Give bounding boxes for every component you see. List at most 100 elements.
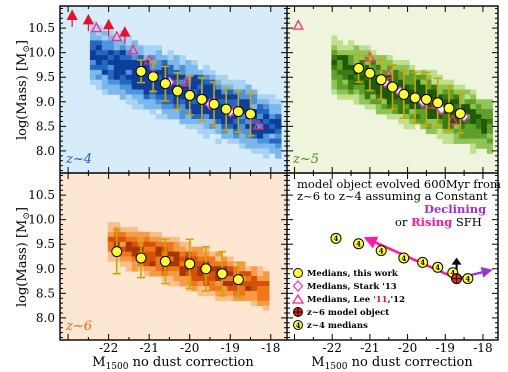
heatmap-cell bbox=[481, 143, 488, 149]
heatmap-cell bbox=[442, 89, 449, 95]
heatmap-cell bbox=[348, 79, 355, 85]
y-tick-label: 10.0 bbox=[28, 213, 55, 227]
heatmap-cell bbox=[143, 74, 150, 81]
heatmap-cell bbox=[173, 266, 180, 272]
heatmap-cell bbox=[101, 84, 109, 90]
legend-lee-year-b: '12 bbox=[391, 295, 406, 305]
heatmap-cell bbox=[263, 305, 270, 311]
heatmap-cell bbox=[425, 79, 432, 85]
z6-median-point bbox=[184, 258, 196, 270]
heatmap-cell bbox=[239, 281, 246, 287]
heatmap-cell bbox=[227, 261, 234, 267]
y-tick-label: 9.5 bbox=[36, 70, 55, 84]
z5-lee-open-point bbox=[292, 19, 304, 30]
heatmap-cell bbox=[179, 109, 186, 115]
heatmap-cell bbox=[342, 74, 349, 81]
heatmap-cell bbox=[125, 251, 133, 257]
heatmap-cell bbox=[392, 74, 399, 81]
model-z4-median-label: 4 bbox=[465, 274, 470, 283]
heatmap-cell bbox=[470, 94, 477, 100]
heatmap-cell bbox=[233, 286, 240, 292]
heatmap-cell bbox=[436, 114, 443, 120]
heatmap-cell bbox=[348, 74, 355, 81]
heatmap-cell bbox=[137, 94, 145, 100]
heatmap-cell bbox=[475, 119, 482, 125]
heatmap-cell bbox=[425, 109, 432, 115]
heatmap-cell bbox=[331, 35, 338, 41]
heatmap-cell bbox=[215, 281, 222, 287]
model-z4-median-label: 4 bbox=[356, 240, 361, 249]
heatmap-cell bbox=[348, 60, 355, 66]
heatmap-cell bbox=[203, 109, 210, 115]
heatmap-cell bbox=[95, 30, 103, 36]
heatmap-cell bbox=[179, 74, 186, 81]
heatmap-cell bbox=[245, 138, 252, 144]
heatmap-cell bbox=[119, 84, 127, 90]
heatmap-cell bbox=[233, 290, 240, 297]
heatmap-cell bbox=[337, 64, 343, 71]
heatmap-cell bbox=[173, 60, 180, 66]
legend-z4-median-icon-text: 4 bbox=[296, 321, 301, 330]
heatmap-cell bbox=[149, 99, 156, 105]
z6-median-point bbox=[135, 252, 147, 264]
heatmap-cell bbox=[185, 246, 192, 252]
heatmap-cell bbox=[107, 35, 115, 41]
heatmap-cell bbox=[125, 84, 133, 90]
heatmap-cell bbox=[353, 74, 360, 81]
heatmap-cell bbox=[486, 123, 493, 130]
heatmap-cell bbox=[119, 251, 127, 257]
heatmap-cell bbox=[89, 69, 97, 76]
heatmap-cell bbox=[251, 266, 258, 272]
y-tick-label: 8.5 bbox=[36, 119, 55, 133]
heatmap-cell bbox=[403, 84, 410, 90]
heatmap-cell bbox=[89, 74, 97, 81]
heatmap-cell bbox=[179, 64, 186, 71]
heatmap-cell bbox=[149, 246, 156, 252]
z4-median-point bbox=[135, 65, 147, 77]
heatmap-cell bbox=[436, 79, 443, 85]
heatmap-cell bbox=[167, 69, 174, 76]
heatmap-cell bbox=[143, 271, 150, 277]
heatmap-cell bbox=[459, 104, 466, 110]
heatmap-cell bbox=[167, 114, 174, 120]
heatmap-cell bbox=[227, 94, 234, 100]
heatmap-cell bbox=[239, 133, 246, 139]
heatmap-cell bbox=[269, 94, 276, 100]
heatmap-cell bbox=[101, 45, 109, 51]
heatmap-cell bbox=[89, 79, 97, 85]
heatmap-cell bbox=[101, 74, 109, 81]
heatmap-cell bbox=[481, 128, 488, 135]
heatmap-cell bbox=[425, 128, 432, 135]
heatmap-cell bbox=[348, 69, 355, 76]
heatmap-cell bbox=[131, 99, 139, 105]
y-tick-label: 8.0 bbox=[36, 311, 55, 325]
heatmap-cell bbox=[215, 128, 222, 135]
heatmap-cell bbox=[453, 89, 460, 95]
heatmap-cell bbox=[101, 64, 109, 71]
heatmap-cell bbox=[191, 84, 198, 90]
heatmap-cell bbox=[173, 271, 180, 277]
heatmap-cell bbox=[191, 246, 198, 252]
heatmap-cell bbox=[221, 276, 228, 282]
heatmap-cell bbox=[459, 89, 466, 95]
heatmap-cell bbox=[143, 84, 150, 90]
z4-median-point bbox=[184, 89, 196, 101]
heatmap-cell bbox=[245, 271, 252, 277]
heatmap-cell bbox=[386, 74, 393, 81]
heatmap-cell bbox=[348, 89, 355, 95]
heatmap-cell bbox=[89, 35, 97, 41]
heatmap-cell bbox=[251, 99, 258, 105]
heatmap-cell bbox=[481, 99, 488, 105]
heatmap-cell bbox=[179, 119, 186, 125]
heatmap-cell bbox=[149, 104, 156, 110]
heatmap-cell bbox=[275, 143, 282, 149]
heatmap-cell bbox=[185, 104, 192, 110]
z4-median-point bbox=[208, 98, 220, 110]
heatmap-cell bbox=[215, 109, 222, 115]
heatmap-cell bbox=[179, 104, 186, 110]
heatmap-cell bbox=[386, 60, 393, 66]
heatmap-cell bbox=[381, 55, 388, 61]
heatmap-cell bbox=[364, 50, 371, 56]
heatmap-cell bbox=[331, 40, 338, 46]
heatmap-cell bbox=[337, 69, 343, 76]
